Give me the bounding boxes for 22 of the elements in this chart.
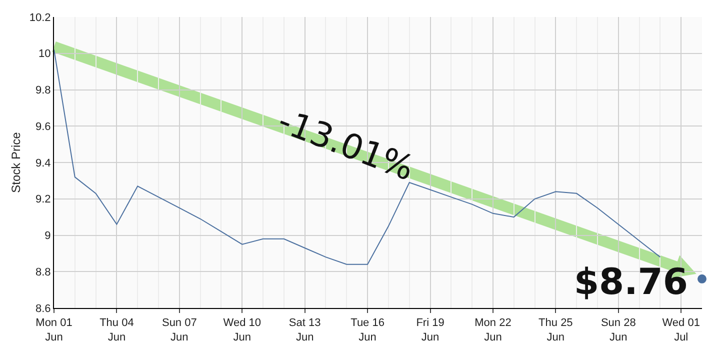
y-tick-label: 8.6 xyxy=(36,302,51,315)
x-tick-label: Sun 07 Jun xyxy=(162,317,197,344)
y-tick-label: 9.2 xyxy=(36,194,51,206)
y-tick-label: 9.6 xyxy=(36,120,51,133)
x-tick-label: Mon 01 Jun xyxy=(36,317,72,344)
y-tick-label: 10.2 xyxy=(29,12,51,24)
y-tick-label: 10 xyxy=(38,48,51,60)
y-tick-label: 8.8 xyxy=(36,266,51,278)
x-tick-label: Sun 28 Jun xyxy=(600,317,636,344)
x-tick-label: Wed 01 Jul xyxy=(662,317,700,344)
x-tick-label: Tue 16 Jun xyxy=(350,317,384,344)
x-tick-label: Thu 04 Jun xyxy=(100,317,134,344)
x-tick-label: Thu 25 Jun xyxy=(538,317,573,344)
x-tick-label: Sat 13 Jun xyxy=(288,317,321,344)
x-tick-label: Wed 10 Jun xyxy=(223,317,261,344)
y-tick-label: 9 xyxy=(44,230,51,242)
y-tick-label: 9.4 xyxy=(36,157,51,170)
x-tick-label: Fri 19 Jun xyxy=(416,317,444,344)
annotation: $8.76 xyxy=(574,262,688,303)
y-axis-title: Stock Price xyxy=(9,132,23,193)
x-tick-label: Mon 22 Jun xyxy=(474,317,512,344)
y-tick-label: 9.8 xyxy=(36,84,51,97)
